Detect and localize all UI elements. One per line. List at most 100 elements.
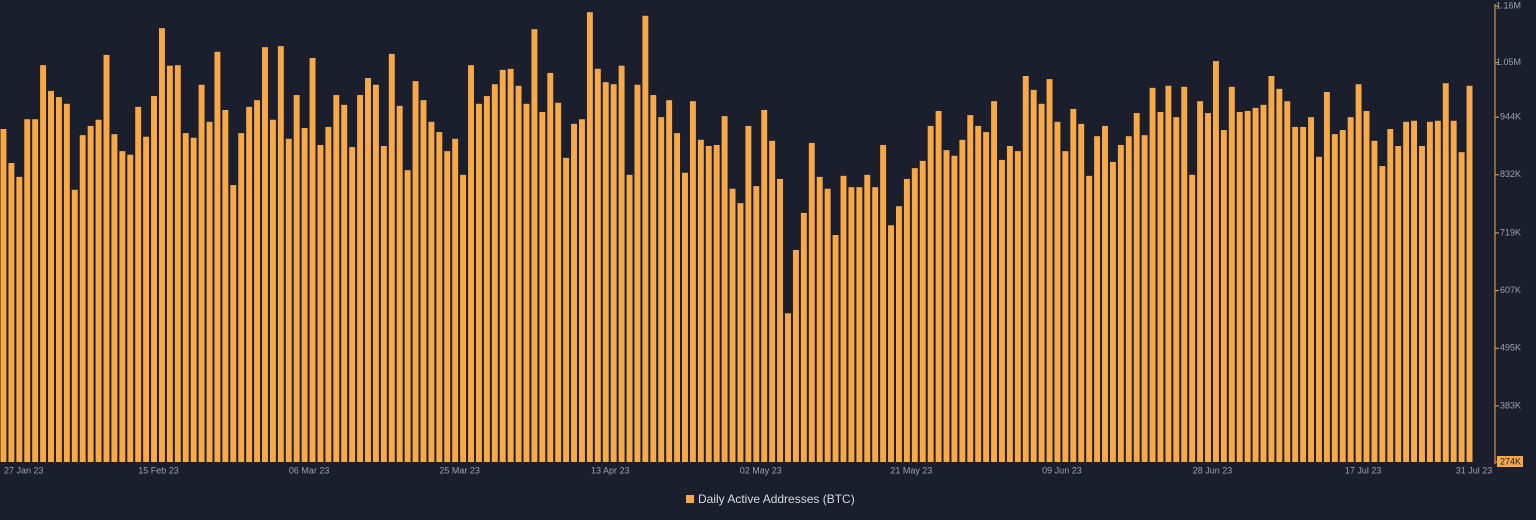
bar — [840, 175, 847, 462]
bar — [800, 212, 807, 462]
bar — [1276, 88, 1283, 462]
bar — [983, 132, 990, 463]
bar — [24, 119, 31, 462]
bar — [452, 138, 459, 462]
bar — [1236, 112, 1243, 462]
bar — [1284, 101, 1291, 462]
bar — [0, 129, 7, 462]
bar — [1244, 110, 1251, 462]
bar — [79, 135, 86, 462]
bar — [262, 47, 268, 462]
bar — [721, 116, 728, 462]
bar — [967, 115, 974, 463]
bar — [293, 95, 300, 462]
bar — [1212, 61, 1219, 462]
bar — [555, 102, 562, 462]
bar — [602, 82, 609, 462]
bar — [357, 95, 364, 462]
bar — [32, 119, 39, 462]
bar — [499, 69, 506, 463]
y-tick-label: 1.16M — [1496, 0, 1521, 10]
bar — [579, 119, 585, 462]
y-tick-badge — [1497, 456, 1523, 467]
bar — [816, 176, 823, 462]
bar — [507, 68, 514, 462]
bar — [959, 139, 966, 463]
bar — [634, 84, 641, 462]
bar — [888, 225, 894, 462]
bar — [658, 117, 665, 462]
bar — [388, 53, 395, 462]
bar — [1086, 175, 1093, 462]
bar — [436, 132, 443, 463]
bar — [285, 138, 292, 462]
bar — [1252, 107, 1259, 463]
y-tick-label: 832K — [1500, 169, 1521, 179]
bar — [404, 170, 411, 462]
bar — [341, 104, 348, 463]
bar — [1165, 85, 1172, 463]
bar — [943, 150, 950, 463]
bar — [1260, 104, 1267, 463]
bar — [1157, 112, 1164, 462]
bar — [349, 147, 356, 462]
bar — [71, 189, 78, 462]
bar — [1030, 89, 1037, 462]
bar — [1450, 120, 1457, 463]
y-tick-label: 495K — [1500, 343, 1521, 353]
bar — [1109, 161, 1116, 462]
bar — [642, 15, 649, 463]
x-tick-label: 17 Jul 23 — [1345, 465, 1382, 475]
bar — [1117, 144, 1124, 463]
bar — [460, 174, 467, 463]
bar — [547, 72, 554, 463]
bar — [230, 185, 237, 463]
bar — [1300, 126, 1307, 462]
bar — [1054, 121, 1061, 462]
bar — [468, 65, 474, 462]
bar — [999, 159, 1005, 462]
bar — [1426, 121, 1433, 462]
bar — [428, 121, 435, 462]
bar — [1149, 87, 1156, 463]
bar — [1411, 120, 1418, 463]
bar — [1331, 134, 1338, 462]
bar — [729, 188, 736, 462]
bar — [1189, 174, 1196, 463]
x-tick-label: 21 May 23 — [890, 465, 932, 475]
bar — [269, 119, 276, 462]
bar — [618, 65, 625, 463]
bar — [475, 103, 482, 462]
bar — [523, 103, 530, 462]
bar — [1046, 79, 1053, 462]
y-tick-label: 607K — [1500, 285, 1521, 295]
legend-label[interactable]: Daily Active Addresses (BTC) — [698, 492, 855, 506]
bar — [40, 65, 47, 462]
bar — [1181, 86, 1188, 462]
legend-swatch[interactable] — [686, 495, 694, 503]
bar — [55, 97, 62, 462]
bar — [777, 178, 784, 462]
bar — [1022, 75, 1029, 462]
bar — [1228, 86, 1235, 462]
bar — [103, 54, 110, 462]
bar — [1102, 125, 1108, 463]
bar — [1292, 126, 1299, 462]
bar — [1355, 84, 1362, 462]
bar — [1141, 135, 1148, 462]
bar — [610, 84, 617, 462]
y-tick-label: 274K — [1500, 456, 1521, 466]
bar — [563, 157, 570, 463]
bar — [1014, 151, 1021, 462]
bar — [1466, 85, 1473, 463]
bar — [1379, 166, 1386, 462]
bar — [87, 125, 94, 463]
bar — [151, 96, 157, 462]
x-tick-label: 27 Jan 23 — [4, 465, 44, 475]
bar — [808, 142, 815, 462]
bar — [1173, 117, 1180, 462]
y-tick-label: 1.05M — [1496, 57, 1521, 67]
bar — [214, 51, 221, 462]
bar — [713, 144, 720, 463]
